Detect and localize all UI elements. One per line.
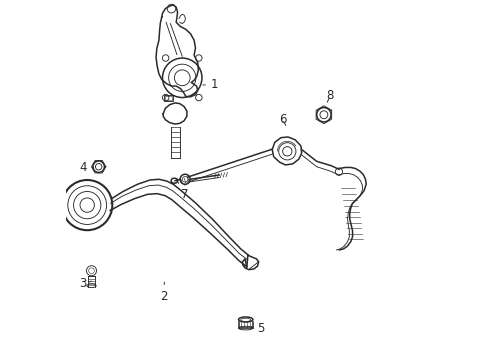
Text: 7: 7 xyxy=(181,184,189,201)
Text: 6: 6 xyxy=(279,113,286,126)
Text: 1: 1 xyxy=(203,78,218,91)
Text: 3: 3 xyxy=(79,278,92,291)
Text: 5: 5 xyxy=(251,322,265,335)
Text: 4: 4 xyxy=(79,161,94,174)
Text: 8: 8 xyxy=(327,89,334,102)
Text: 2: 2 xyxy=(161,282,168,303)
